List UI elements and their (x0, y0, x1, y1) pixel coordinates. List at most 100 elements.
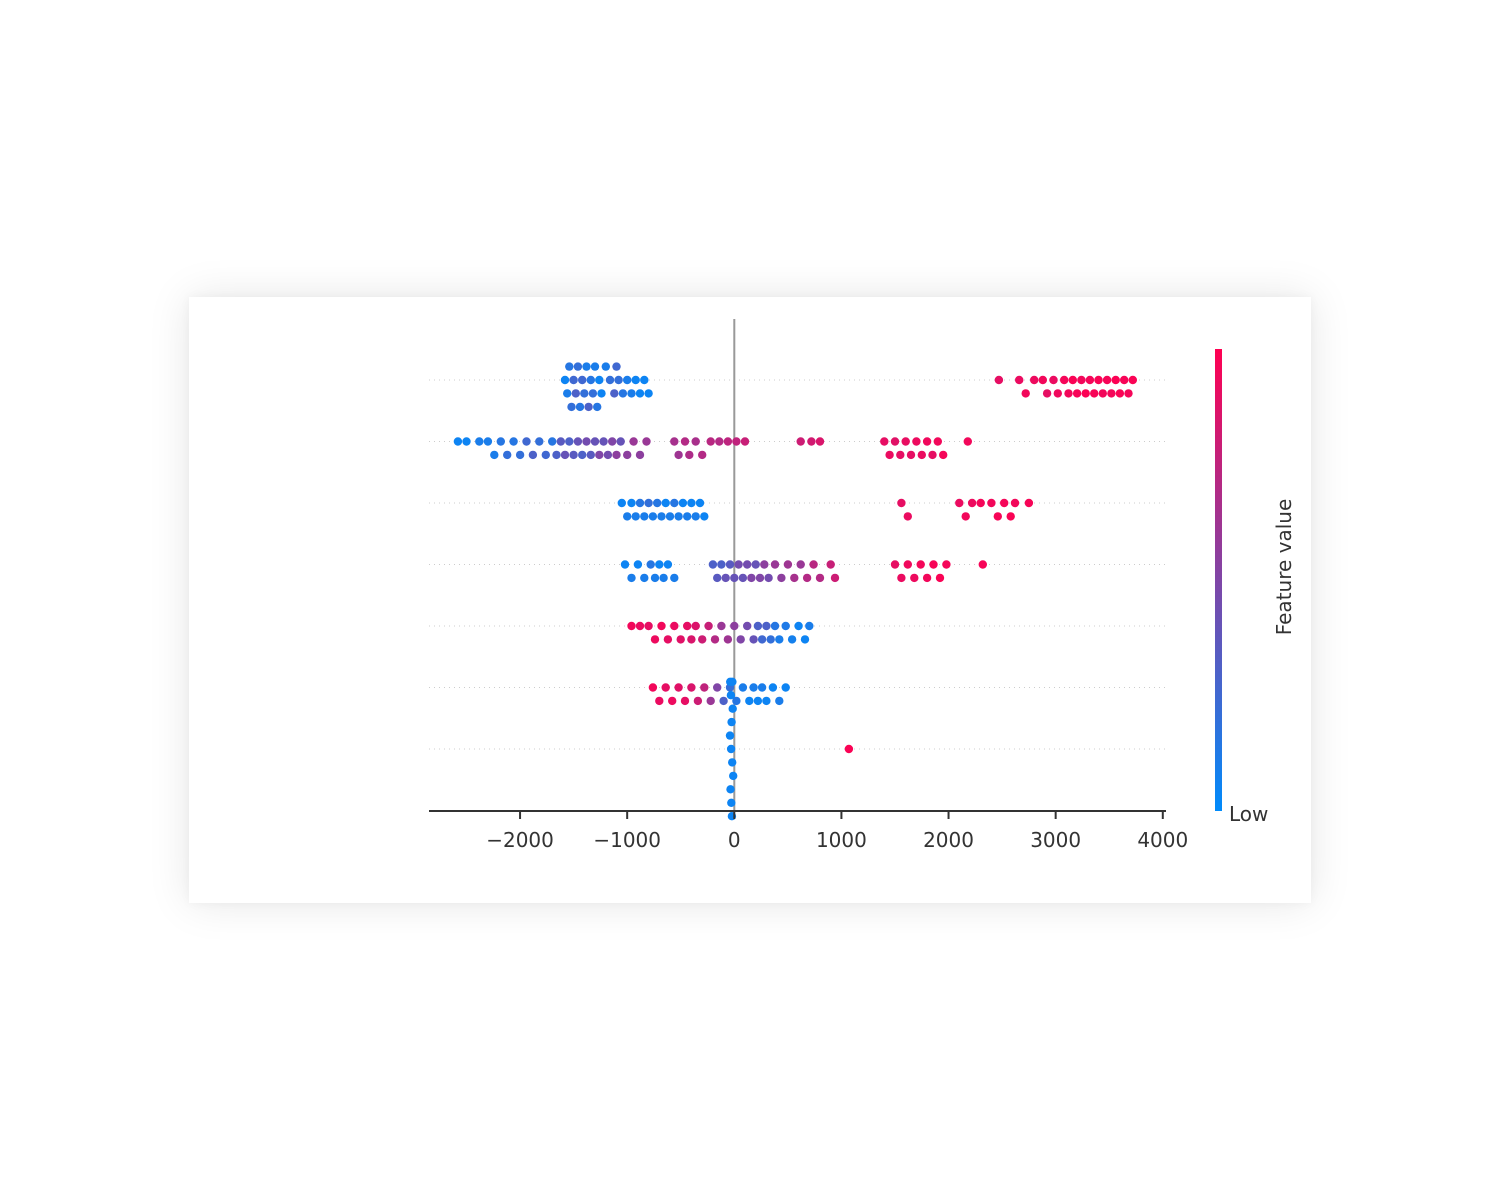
data-point (642, 437, 651, 446)
data-point (787, 635, 797, 644)
data-point (563, 389, 572, 398)
data-point (698, 450, 707, 460)
data-point (676, 635, 685, 644)
data-point (912, 437, 921, 446)
data-point (695, 498, 705, 508)
data-point (593, 402, 602, 412)
data-point (993, 512, 1002, 521)
data-point (734, 560, 743, 569)
data-point (1124, 389, 1133, 398)
data-point (462, 437, 471, 446)
data-point (608, 437, 617, 446)
data-point (610, 389, 619, 398)
data-point (1015, 375, 1024, 385)
data-point (618, 389, 628, 398)
data-point (1107, 389, 1116, 398)
data-point (777, 573, 786, 583)
data-point (725, 731, 735, 740)
data-point (644, 498, 653, 508)
data-point (713, 683, 722, 692)
data-point (766, 635, 775, 644)
data-point (826, 560, 835, 569)
data-point (726, 785, 735, 794)
data-point (781, 683, 790, 692)
data-point (910, 573, 919, 583)
data-point (906, 450, 916, 460)
data-point (745, 696, 754, 706)
data-point (903, 560, 912, 569)
data-point (691, 512, 700, 521)
data-point (582, 362, 591, 371)
data-point (728, 704, 737, 713)
data-point (1006, 512, 1015, 521)
data-point (1053, 389, 1062, 398)
colorbar-low-label: Low (1229, 802, 1268, 826)
data-point (760, 560, 769, 569)
data-point (612, 362, 621, 371)
data-point (1010, 498, 1020, 508)
data-point (640, 375, 649, 385)
data-point (955, 498, 964, 508)
data-point (783, 560, 793, 569)
data-point (730, 573, 739, 583)
data-point (755, 573, 765, 583)
data-point (1068, 375, 1077, 385)
data-point (631, 375, 640, 385)
data-point (727, 798, 736, 807)
data-point (1102, 375, 1112, 385)
data-point (635, 498, 645, 508)
data-point (646, 560, 655, 569)
data-point (717, 560, 726, 569)
data-point (1081, 389, 1090, 398)
data-point (659, 573, 668, 583)
data-point (627, 498, 636, 508)
data-point (453, 437, 463, 446)
data-point (631, 512, 640, 521)
data-point (1085, 375, 1095, 385)
data-point (751, 560, 760, 569)
data-point (1120, 375, 1129, 385)
data-point (809, 560, 818, 569)
data-point (680, 696, 690, 706)
data-point (796, 437, 805, 446)
data-point (800, 635, 810, 644)
data-point (935, 573, 945, 583)
data-point (691, 621, 700, 631)
data-point (723, 437, 733, 446)
data-point (605, 375, 615, 385)
data-point (623, 375, 632, 385)
data-point (614, 375, 623, 385)
data-point (685, 450, 694, 460)
data-point (897, 573, 906, 583)
data-point (522, 437, 531, 446)
data-point (620, 560, 630, 569)
data-point (541, 450, 550, 460)
data-point (548, 437, 557, 446)
data-point (922, 573, 932, 583)
data-point (768, 683, 778, 692)
data-point (683, 512, 692, 521)
data-point (1128, 375, 1137, 385)
data-point (738, 573, 748, 583)
data-point (635, 389, 645, 398)
data-point (922, 437, 932, 446)
data-point (844, 744, 854, 754)
data-point (725, 560, 735, 569)
data-point (1098, 389, 1107, 398)
data-point (635, 450, 645, 460)
data-point (663, 560, 673, 569)
data-point (721, 573, 730, 583)
data-point (743, 621, 752, 631)
data-point (708, 560, 718, 569)
colorbar: Low Feature value (1215, 349, 1296, 826)
data-point (710, 635, 720, 644)
data-point (700, 512, 709, 521)
data-point (515, 450, 525, 460)
data-point (1077, 375, 1086, 385)
x-tick-label: −2000 (486, 828, 554, 852)
data-point (640, 512, 649, 521)
data-point (726, 677, 735, 686)
data-point (757, 635, 767, 644)
data-point (794, 621, 803, 631)
data-point (590, 437, 600, 446)
